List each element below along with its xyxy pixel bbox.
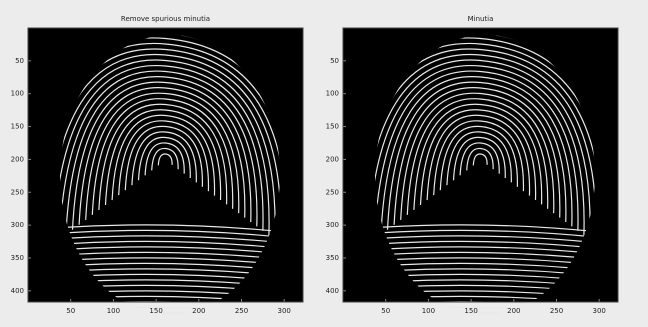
y-tick-label: 100	[326, 90, 339, 98]
x-tick-label: 250	[550, 307, 563, 315]
y-tick-label: 400	[326, 287, 339, 295]
y-tick-label: 300	[11, 221, 24, 229]
y-tick-label: 50	[330, 57, 339, 65]
x-tick-label: 150	[149, 307, 162, 315]
y-tick-label: 150	[326, 123, 339, 131]
y-tick-label: 400	[11, 287, 24, 295]
chart-title: Minutia	[468, 15, 494, 23]
y-tick-label: 250	[326, 188, 339, 196]
y-tick-label: 300	[326, 221, 339, 229]
x-tick-label: 200	[507, 307, 520, 315]
y-tick-label: 50	[15, 57, 24, 65]
y-tick-label: 250	[11, 188, 24, 196]
figure: Remove spurious minutia 50 100 150 200 250 300…	[0, 0, 648, 327]
page: Remove spurious minutia 50 100 150 200 250 300…	[0, 0, 648, 327]
x-tick-label: 100	[422, 307, 435, 315]
x-tick-label: 300	[593, 307, 606, 315]
chart-title: Remove spurious minutia	[121, 15, 210, 23]
y-tick-label: 200	[11, 155, 24, 163]
x-tick-label: 50	[66, 307, 75, 315]
x-tick-label: 150	[464, 307, 477, 315]
y-tick-label: 150	[11, 123, 24, 131]
y-tick-label: 100	[11, 90, 24, 98]
x-tick-label: 50	[381, 307, 390, 315]
x-tick-label: 100	[107, 307, 120, 315]
y-tick-label: 350	[326, 254, 339, 262]
x-tick-label: 300	[278, 307, 291, 315]
x-tick-label: 200	[192, 307, 205, 315]
x-tick-label: 250	[235, 307, 248, 315]
y-tick-label: 200	[326, 155, 339, 163]
y-tick-label: 350	[11, 254, 24, 262]
